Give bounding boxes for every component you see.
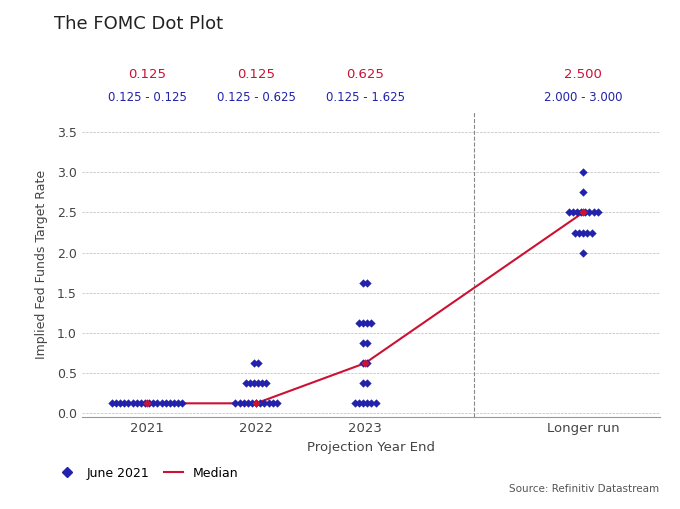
Point xyxy=(366,319,377,327)
Point xyxy=(177,399,188,407)
Point xyxy=(358,379,369,387)
Point xyxy=(111,399,122,407)
Text: 0.125: 0.125 xyxy=(128,68,166,81)
Point xyxy=(242,399,253,407)
Point xyxy=(358,279,369,287)
Point xyxy=(165,399,175,407)
Point xyxy=(169,399,180,407)
Point xyxy=(358,319,369,327)
Text: The FOMC Dot Plot: The FOMC Dot Plot xyxy=(54,15,224,33)
Point xyxy=(572,208,583,216)
Point xyxy=(578,188,589,196)
Point xyxy=(143,399,154,407)
Point xyxy=(152,399,163,407)
Point xyxy=(251,399,262,407)
Point xyxy=(592,208,603,216)
Point xyxy=(362,339,373,347)
Point xyxy=(358,339,369,347)
Point xyxy=(253,379,264,387)
Point xyxy=(370,399,381,407)
Point xyxy=(362,399,373,407)
Text: 0.625: 0.625 xyxy=(346,68,384,81)
Point xyxy=(582,229,593,237)
Point xyxy=(366,399,377,407)
Point xyxy=(230,399,241,407)
Point xyxy=(127,399,138,407)
Text: 0.125 - 0.125: 0.125 - 0.125 xyxy=(107,91,186,104)
Text: 0.125 - 0.625: 0.125 - 0.625 xyxy=(217,91,296,104)
Point xyxy=(267,399,278,407)
Point xyxy=(354,319,364,327)
Point xyxy=(271,399,282,407)
Point xyxy=(123,399,134,407)
Point xyxy=(263,399,274,407)
Point xyxy=(238,399,249,407)
Point xyxy=(576,208,587,216)
Point xyxy=(570,229,581,237)
Point xyxy=(247,399,258,407)
Point xyxy=(249,359,260,367)
Legend: June 2021, Median: June 2021, Median xyxy=(52,462,243,485)
Point xyxy=(354,399,364,407)
Point xyxy=(362,359,373,367)
Point xyxy=(141,399,152,407)
Point xyxy=(567,208,578,216)
X-axis label: Projection Year End: Projection Year End xyxy=(307,441,435,454)
Point xyxy=(578,208,589,216)
Point xyxy=(362,379,373,387)
Point xyxy=(362,279,373,287)
Point xyxy=(106,399,117,407)
Point xyxy=(119,399,130,407)
Point xyxy=(362,319,373,327)
Text: 0.125: 0.125 xyxy=(237,68,275,81)
Point xyxy=(257,379,268,387)
Point xyxy=(234,399,245,407)
Point xyxy=(584,208,595,216)
Text: 2.000 - 3.000: 2.000 - 3.000 xyxy=(544,91,622,104)
Point xyxy=(586,229,597,237)
Point xyxy=(139,399,150,407)
Point xyxy=(578,229,589,237)
Text: 0.125 - 1.625: 0.125 - 1.625 xyxy=(326,91,405,104)
Text: Source: Refinitiv Datastream: Source: Refinitiv Datastream xyxy=(509,484,660,494)
Point xyxy=(578,248,589,257)
Point xyxy=(173,399,184,407)
Point xyxy=(574,229,585,237)
Point xyxy=(156,399,167,407)
Point xyxy=(240,379,251,387)
Point xyxy=(251,399,262,407)
Point xyxy=(115,399,126,407)
Point xyxy=(160,399,171,407)
Point xyxy=(580,208,591,216)
Text: 2.500: 2.500 xyxy=(564,68,602,81)
Point xyxy=(244,379,255,387)
Point xyxy=(358,359,369,367)
Point xyxy=(255,399,266,407)
Point xyxy=(261,379,272,387)
Point xyxy=(135,399,146,407)
Y-axis label: Implied Fed Funds Target Rate: Implied Fed Funds Target Rate xyxy=(35,170,48,359)
Point xyxy=(588,208,599,216)
Point xyxy=(578,168,589,176)
Point xyxy=(563,208,574,216)
Point xyxy=(253,359,264,367)
Point xyxy=(360,359,371,367)
Point xyxy=(249,379,260,387)
Point xyxy=(358,399,369,407)
Point xyxy=(148,399,158,407)
Point xyxy=(259,399,270,407)
Point xyxy=(131,399,142,407)
Point xyxy=(350,399,360,407)
